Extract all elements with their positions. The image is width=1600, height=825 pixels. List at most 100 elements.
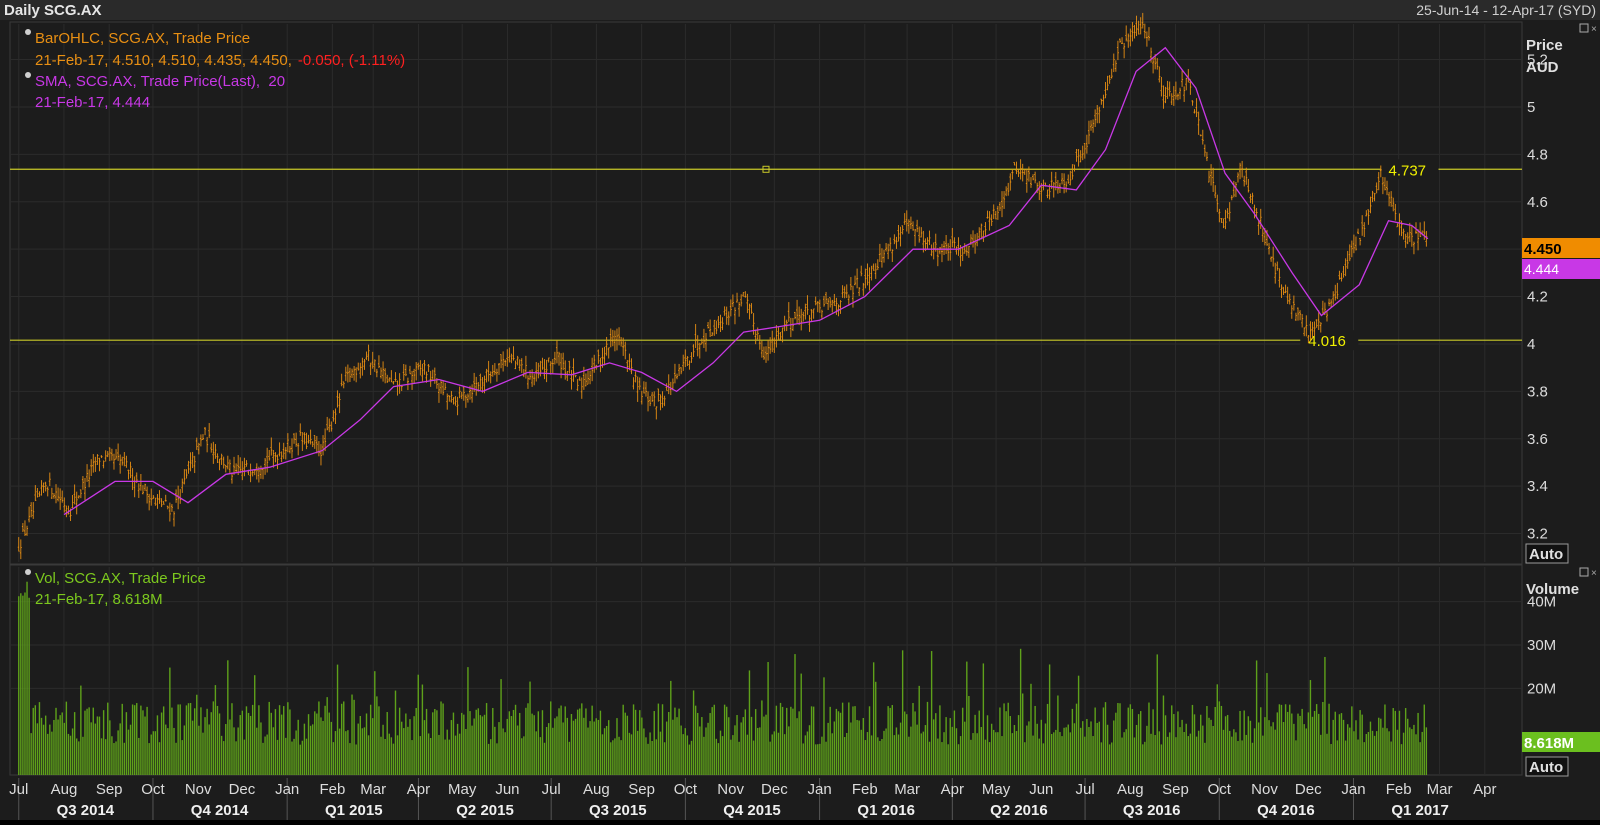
volume-bar xyxy=(1421,731,1423,775)
volume-bar xyxy=(554,718,556,775)
volume-bar xyxy=(1073,723,1076,775)
price-auto-button[interactable]: Auto xyxy=(1525,543,1569,564)
line-handle-icon xyxy=(762,165,770,173)
volume-bar xyxy=(674,707,676,775)
volume-bar xyxy=(49,724,51,775)
price-auto-label[interactable]: Auto xyxy=(1529,546,1563,563)
volume-bar xyxy=(744,709,747,775)
volume-bar xyxy=(839,712,842,775)
volume-bar xyxy=(649,732,651,775)
legend-dot-icon[interactable] xyxy=(25,29,31,35)
volume-bar xyxy=(980,727,983,775)
price-tick-label: 4.2 xyxy=(1527,289,1548,306)
volume-bar xyxy=(941,742,943,775)
volume-bar xyxy=(1028,721,1030,775)
volume-bar xyxy=(957,744,960,775)
volume-bar xyxy=(365,713,368,775)
close-icon[interactable]: × xyxy=(1591,24,1597,35)
price-panel xyxy=(9,21,1523,565)
volume-bar xyxy=(314,711,316,775)
volume-bar xyxy=(767,662,769,775)
volume-bar xyxy=(512,709,515,775)
volume-bar xyxy=(912,703,914,775)
volume-bar xyxy=(471,725,473,775)
volume-bar xyxy=(191,720,194,775)
volume-bar xyxy=(949,718,951,775)
volume-bar xyxy=(587,727,589,775)
volume-bar xyxy=(1257,722,1260,775)
volume-bar xyxy=(1046,703,1049,775)
volume-bar xyxy=(545,726,548,775)
volume-bar xyxy=(299,744,301,775)
hline-label-bg xyxy=(1380,159,1439,180)
volume-bar xyxy=(1369,721,1372,775)
price-tick-label: 4.8 xyxy=(1527,146,1548,163)
volume-bar xyxy=(1019,648,1022,775)
volume-panel-window-controls[interactable]: × xyxy=(1579,567,1597,579)
volume-bar xyxy=(651,740,653,775)
volume-bar xyxy=(456,723,459,775)
volume-bar xyxy=(276,739,279,775)
volume-bar xyxy=(28,597,30,775)
volume-bar xyxy=(1077,675,1080,775)
volume-bar xyxy=(22,595,24,775)
volume-bar xyxy=(908,736,910,775)
volume-bar xyxy=(1394,710,1397,775)
volume-bar xyxy=(1340,713,1343,775)
volume-bar xyxy=(628,732,631,775)
volume-bar xyxy=(109,720,111,775)
restore-icon[interactable] xyxy=(1579,23,1589,33)
volume-bar xyxy=(111,736,113,775)
legend-dot-icon[interactable] xyxy=(25,72,31,78)
volume-auto-label[interactable]: Auto xyxy=(1529,759,1563,776)
month-label: Feb xyxy=(319,781,345,798)
volume-bar xyxy=(891,705,893,775)
volume-bar xyxy=(550,701,552,775)
volume-bar xyxy=(30,733,32,775)
volume-bar xyxy=(1402,732,1405,775)
volume-bar xyxy=(576,709,579,775)
volume-bar xyxy=(1272,722,1274,775)
volume-bar xyxy=(1268,720,1270,775)
volume-bar xyxy=(680,725,682,775)
volume-bar xyxy=(208,724,210,775)
volume-bar xyxy=(367,735,370,775)
legend-bar-name: BarOHLC, SCG.AX, Trade Price xyxy=(35,30,250,47)
volume-bar xyxy=(1017,715,1020,775)
restore-icon[interactable] xyxy=(1579,567,1589,577)
volume-bar xyxy=(862,717,865,775)
volume-bar xyxy=(1059,732,1061,775)
volume-bar xyxy=(382,724,384,775)
volume-bar xyxy=(591,705,593,775)
volume-bar xyxy=(773,731,776,775)
volume-bar xyxy=(343,701,345,775)
volume-bar xyxy=(1239,710,1241,775)
volume-bar xyxy=(1276,712,1279,775)
volume-bar xyxy=(843,737,846,775)
close-icon[interactable]: × xyxy=(1591,568,1597,579)
volume-bar xyxy=(218,713,221,775)
volume-auto-button[interactable]: Auto xyxy=(1525,756,1569,777)
volume-bar xyxy=(1183,732,1185,775)
volume-bar xyxy=(251,704,254,775)
volume-bar xyxy=(1415,734,1417,775)
volume-bar xyxy=(769,741,771,775)
volume-bar xyxy=(794,654,796,775)
volume-bar xyxy=(800,673,802,775)
volume-bar xyxy=(1193,714,1196,775)
volume-bar xyxy=(999,707,1001,775)
volume-bar xyxy=(759,727,761,775)
volume-bar xyxy=(543,742,546,775)
volume-bar xyxy=(249,715,252,775)
price-panel-window-controls[interactable]: × xyxy=(1579,23,1597,35)
volume-bar xyxy=(173,727,175,775)
volume-bar xyxy=(131,704,134,775)
legend-dot-icon[interactable] xyxy=(25,569,31,575)
volume-bar xyxy=(231,703,233,775)
volume-bar xyxy=(1241,740,1243,775)
volume-bar xyxy=(1150,733,1152,775)
volume-bar xyxy=(585,708,587,775)
quarter-label: Q4 2016 xyxy=(1257,802,1315,819)
volume-bar xyxy=(165,724,167,775)
volume-bar xyxy=(537,711,540,775)
